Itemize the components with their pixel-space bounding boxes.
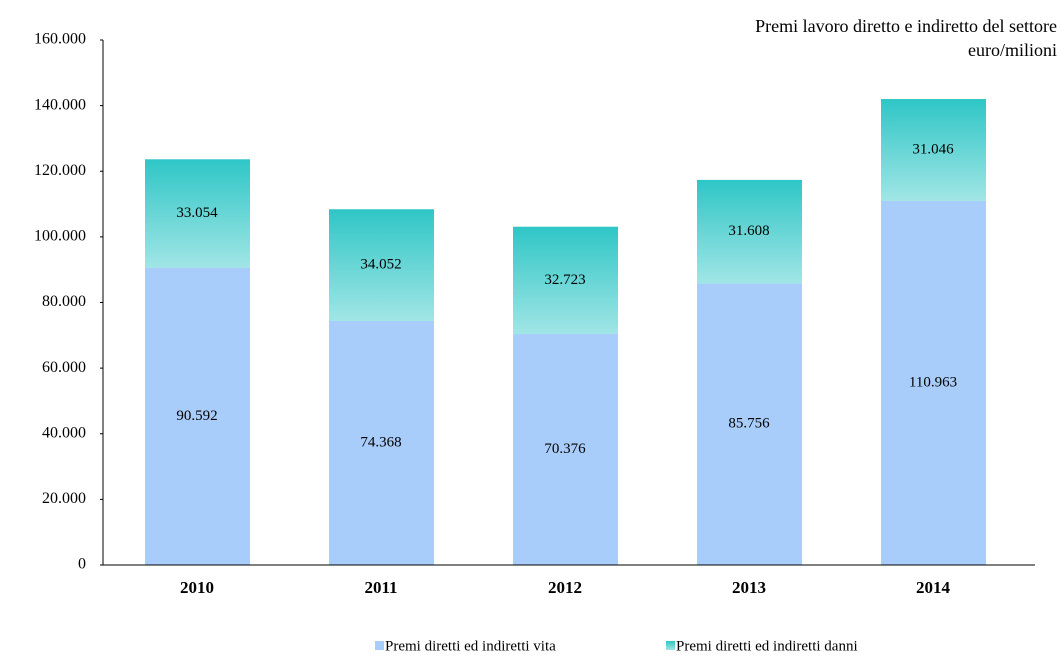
data-label: 32.723 [544,272,585,288]
data-label: 74.368 [360,434,401,450]
data-label: 31.046 [912,141,954,157]
bar-segment [697,179,802,284]
y-tick-label: 140.000 [34,96,86,113]
bar-segment [329,320,434,565]
data-label: 85.756 [728,416,770,432]
data-label: 33.054 [176,205,218,221]
data-label: 34.052 [360,257,401,273]
data-label: 31.608 [728,223,769,239]
bar-segment [881,99,986,201]
y-tick-label: 120.000 [34,162,86,179]
bar-segment [697,283,802,565]
data-label: 70.376 [544,441,586,457]
x-tick-label: 2012 [548,578,582,597]
x-tick-label: 2011 [364,578,397,597]
bar-segment [881,200,986,565]
bar-segment [145,267,250,565]
chart-title: Premi lavoro diretto e indiretto del set… [755,16,1057,36]
legend-label: Premi diretti ed indiretti danni [676,638,858,654]
y-tick-label: 40.000 [42,424,86,441]
legend-swatch [375,641,384,650]
y-tick-label: 20.000 [42,490,86,507]
y-tick-label: 60.000 [42,359,86,376]
bar-segment [329,209,434,321]
y-tick-label: 160.000 [34,31,86,48]
bar-segment [145,159,250,268]
x-tick-label: 2010 [180,578,214,597]
bar-segment [513,226,618,335]
x-tick-label: 2014 [916,578,951,597]
x-tick-label: 2013 [732,578,766,597]
y-tick-label: 0 [78,556,86,573]
chart-subtitle: euro/milioni [968,40,1057,60]
legend-swatch [666,641,675,650]
data-label: 110.963 [909,374,957,390]
y-tick-label: 100.000 [34,228,86,245]
legend-label: Premi diretti ed indiretti vita [385,638,556,654]
y-tick-label: 80.000 [42,293,86,310]
data-label: 90.592 [176,408,217,424]
bar-segment [513,334,618,565]
